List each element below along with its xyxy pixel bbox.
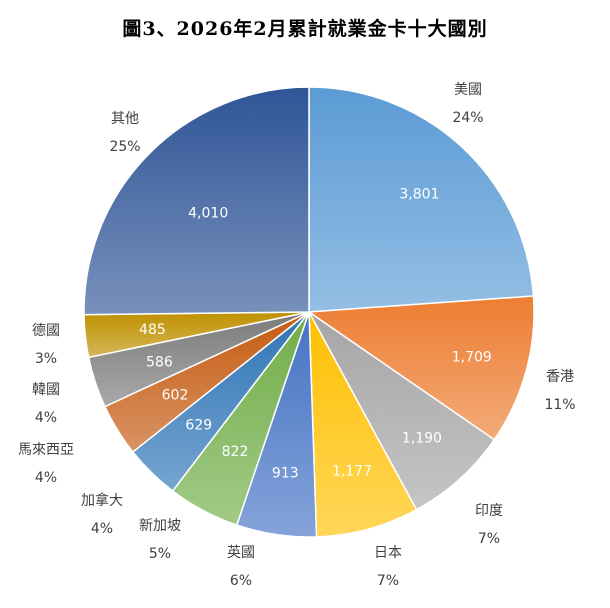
slice-category-label: 韓國 bbox=[32, 382, 60, 398]
pie-slice bbox=[306, 295, 535, 441]
slice-category-label: 日本 bbox=[374, 545, 402, 561]
pie-slice bbox=[83, 86, 310, 316]
slice-value-label: 3,801 bbox=[399, 187, 439, 203]
slice-value-label: 1,190 bbox=[402, 430, 442, 446]
slice-percent-label: 4% bbox=[91, 521, 113, 537]
slice-percent-label: 5% bbox=[149, 546, 171, 562]
slice-category-label: 印度 bbox=[475, 503, 503, 519]
slice-category-label: 美國 bbox=[454, 82, 482, 98]
slice-value-label: 586 bbox=[146, 354, 173, 370]
slice-value-label: 602 bbox=[162, 388, 189, 404]
slice-category-label: 香港 bbox=[546, 369, 574, 385]
slice-percent-label: 7% bbox=[377, 573, 399, 589]
slice-percent-label: 24% bbox=[452, 110, 483, 126]
slice-percent-label: 7% bbox=[478, 531, 500, 547]
slice-value-label: 1,709 bbox=[452, 349, 492, 365]
slice-category-label: 馬來西亞 bbox=[18, 442, 74, 458]
slice-category-label: 加拿大 bbox=[81, 492, 123, 509]
slice-value-label: 1,177 bbox=[332, 464, 372, 480]
slice-value-label: 913 bbox=[272, 465, 299, 481]
slice-category-label: 其他 bbox=[111, 111, 139, 127]
slice-category-label: 德國 bbox=[32, 323, 60, 339]
pie-slice bbox=[308, 311, 496, 511]
slice-category-label: 英國 bbox=[227, 544, 255, 561]
chart-title: 圖3、2026年2月累計就業金卡十大國別 bbox=[122, 18, 488, 40]
pie-slice bbox=[308, 311, 418, 538]
slice-percent-label: 4% bbox=[35, 470, 57, 486]
slice-percent-label: 6% bbox=[230, 573, 252, 589]
slice-value-label: 629 bbox=[185, 418, 212, 434]
slice-value-label: 822 bbox=[222, 444, 249, 460]
slice-category-label: 新加坡 bbox=[139, 518, 181, 534]
pie-slice bbox=[308, 86, 535, 313]
slice-percent-label: 25% bbox=[109, 139, 140, 155]
slice-value-label: 485 bbox=[139, 322, 166, 338]
slice-value-label: 4,010 bbox=[188, 205, 228, 221]
slice-percent-label: 11% bbox=[544, 397, 575, 413]
slice-percent-label: 4% bbox=[35, 410, 57, 426]
slice-percent-label: 3% bbox=[35, 351, 57, 367]
